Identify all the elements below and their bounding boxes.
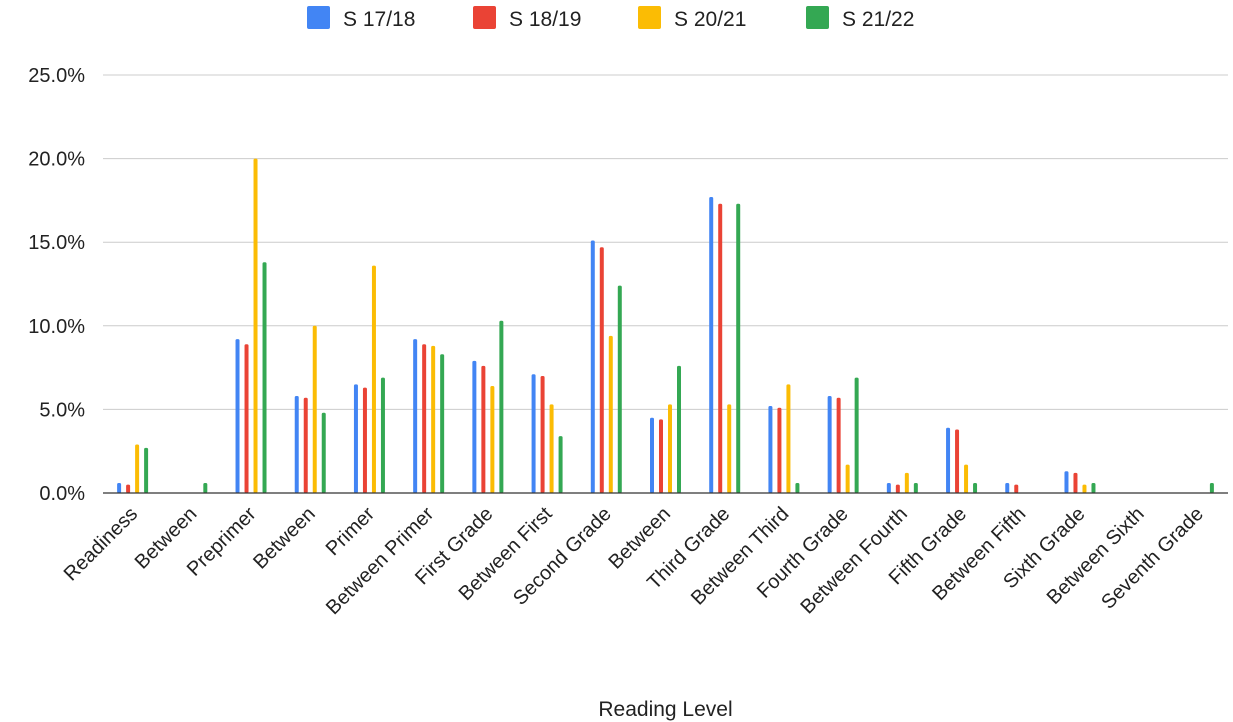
bar xyxy=(413,339,418,493)
bar xyxy=(540,375,545,493)
bar xyxy=(913,482,918,493)
bar xyxy=(472,360,477,493)
bar xyxy=(371,265,376,493)
legend-label: S 21/22 xyxy=(842,8,914,31)
bar xyxy=(117,482,122,493)
bar xyxy=(727,404,732,493)
bar xyxy=(904,472,909,493)
bar xyxy=(668,404,672,493)
chart-bars xyxy=(117,158,1214,493)
y-tick-label: 20.0% xyxy=(28,149,85,171)
bar xyxy=(677,365,681,493)
bar xyxy=(1073,472,1078,493)
bar xyxy=(531,374,536,493)
legend-label: S 18/19 xyxy=(509,8,581,31)
bar xyxy=(321,412,326,493)
bar xyxy=(380,377,385,493)
bar xyxy=(777,407,782,493)
y-tick-label: 0.0% xyxy=(39,483,85,505)
bar xyxy=(845,464,850,493)
x-axis-title: Reading Level xyxy=(598,698,732,721)
bar xyxy=(617,285,622,493)
legend-label: S 17/18 xyxy=(343,8,415,31)
x-category-label: Between Fourth xyxy=(796,503,911,618)
bar xyxy=(312,325,317,493)
bar xyxy=(608,335,613,493)
chart-gridlines xyxy=(103,74,1228,410)
x-category-label: Readiness xyxy=(60,503,142,585)
y-tick-label: 5.0% xyxy=(39,399,85,421)
bar xyxy=(718,203,723,493)
bar xyxy=(955,429,960,493)
bar xyxy=(203,482,208,493)
legend-label: S 20/21 xyxy=(674,8,746,31)
bar xyxy=(481,365,486,493)
bar xyxy=(303,397,308,493)
legend-swatch xyxy=(473,6,496,29)
chart-legend: S 17/18 S 18/19 S 20/21 S 21/22 xyxy=(307,6,914,31)
bar xyxy=(736,203,741,493)
bar xyxy=(235,339,240,493)
bar xyxy=(1209,482,1214,493)
bar xyxy=(490,385,495,493)
bar xyxy=(558,436,563,493)
bar xyxy=(650,417,654,493)
legend-swatch xyxy=(307,6,330,29)
bar xyxy=(144,447,149,493)
bar xyxy=(895,484,900,493)
bar xyxy=(854,377,859,493)
bar xyxy=(836,397,841,493)
bar xyxy=(659,419,663,493)
bar xyxy=(431,345,436,493)
x-category-label: Primer xyxy=(322,503,379,560)
bar xyxy=(422,344,427,493)
bar xyxy=(440,354,445,493)
bar xyxy=(1091,482,1096,493)
bar xyxy=(590,240,595,493)
y-tick-label: 10.0% xyxy=(28,316,85,338)
x-category-label: Seventh Grade xyxy=(1097,503,1208,614)
bar xyxy=(964,464,969,493)
y-tick-label: 15.0% xyxy=(28,232,85,254)
legend-swatch xyxy=(638,6,661,29)
bar xyxy=(973,482,978,493)
y-tick-label: 25.0% xyxy=(28,65,85,87)
bar xyxy=(1005,482,1010,493)
bar xyxy=(353,384,358,493)
bar xyxy=(786,384,791,493)
legend-swatch xyxy=(806,6,829,29)
bar xyxy=(262,262,267,493)
bar xyxy=(768,406,773,493)
bar xyxy=(886,482,891,493)
bar xyxy=(1014,484,1019,493)
bar xyxy=(709,197,714,493)
x-category-label: Between Primer xyxy=(322,503,438,619)
bar xyxy=(1064,471,1069,493)
bar xyxy=(126,484,131,493)
bar xyxy=(244,344,249,493)
bar xyxy=(499,320,504,493)
bar xyxy=(362,387,367,493)
bar xyxy=(946,427,951,493)
bar xyxy=(135,444,140,493)
bar xyxy=(253,158,258,493)
bar xyxy=(599,247,604,493)
x-category-label: Between xyxy=(249,503,320,574)
y-axis-tick-labels: 0.0% 5.0% 10.0% 15.0% 20.0% 25.0% xyxy=(28,65,85,505)
bar xyxy=(827,396,832,493)
bar xyxy=(294,396,299,493)
bar xyxy=(1082,484,1087,493)
bar xyxy=(795,482,800,493)
bar xyxy=(549,404,554,493)
